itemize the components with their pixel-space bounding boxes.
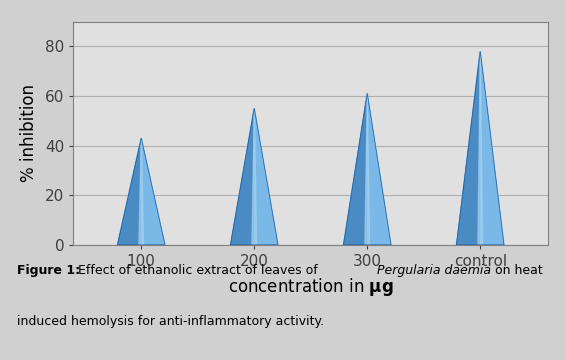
Polygon shape [457,51,480,245]
Polygon shape [141,138,165,245]
Text: induced hemolysis for anti-inflammatory activity.: induced hemolysis for anti-inflammatory … [17,315,324,328]
Y-axis label: % inhibition: % inhibition [20,84,38,182]
Polygon shape [480,51,504,245]
Polygon shape [254,108,278,245]
Text: Pergularia daemia: Pergularia daemia [377,264,492,277]
Polygon shape [367,94,391,245]
Text: Effect of ethanolic extract of leaves of: Effect of ethanolic extract of leaves of [73,264,321,277]
Polygon shape [231,108,254,245]
Polygon shape [365,94,370,245]
Text: on heat: on heat [492,264,543,277]
X-axis label: concentration in $\mathbf{\mu g}$: concentration in $\mathbf{\mu g}$ [228,276,394,298]
Polygon shape [478,51,483,245]
Text: Figure 1:: Figure 1: [17,264,80,277]
Polygon shape [252,108,257,245]
Polygon shape [118,138,141,245]
Polygon shape [344,94,367,245]
Polygon shape [139,138,144,245]
